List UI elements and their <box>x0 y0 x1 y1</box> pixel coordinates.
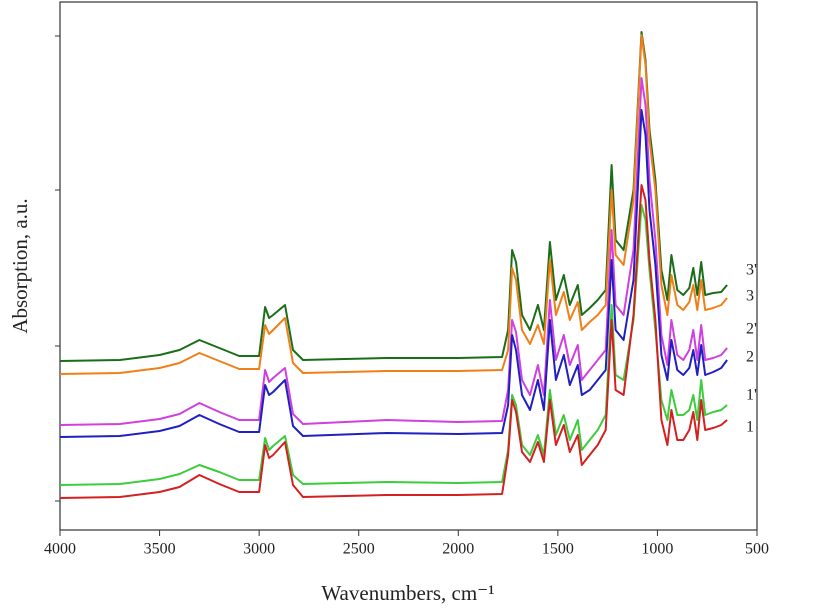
x-tick-label: 3500 <box>144 541 176 558</box>
y-axis-title: Absorption, a.u. <box>8 198 32 333</box>
x-tick-label: 3000 <box>243 541 275 558</box>
spectrum-line <box>59 31 728 362</box>
series-label: 2 <box>746 349 754 366</box>
x-tick-label: 2500 <box>343 541 375 558</box>
series-label: 3' <box>746 262 757 279</box>
series-label: 2' <box>746 321 757 338</box>
spectrum-line <box>59 184 728 499</box>
spectrum-line <box>59 109 728 438</box>
x-axis-title: Wavenumbers, cm⁻¹ <box>321 581 494 605</box>
series-label: 1 <box>746 419 754 436</box>
spectrum-line <box>59 77 728 426</box>
x-tick-label: 500 <box>745 541 769 558</box>
x-tick-label: 1000 <box>641 541 673 558</box>
series-label: 3 <box>746 288 754 305</box>
spectrum-line <box>59 34 728 375</box>
x-tick-label: 4000 <box>44 541 76 558</box>
x-tick-label: 1500 <box>542 541 574 558</box>
x-tick-label: 2000 <box>442 541 474 558</box>
series-label: 1' <box>746 387 757 404</box>
plot-frame <box>59 1 758 531</box>
spectrum-line <box>59 204 728 486</box>
